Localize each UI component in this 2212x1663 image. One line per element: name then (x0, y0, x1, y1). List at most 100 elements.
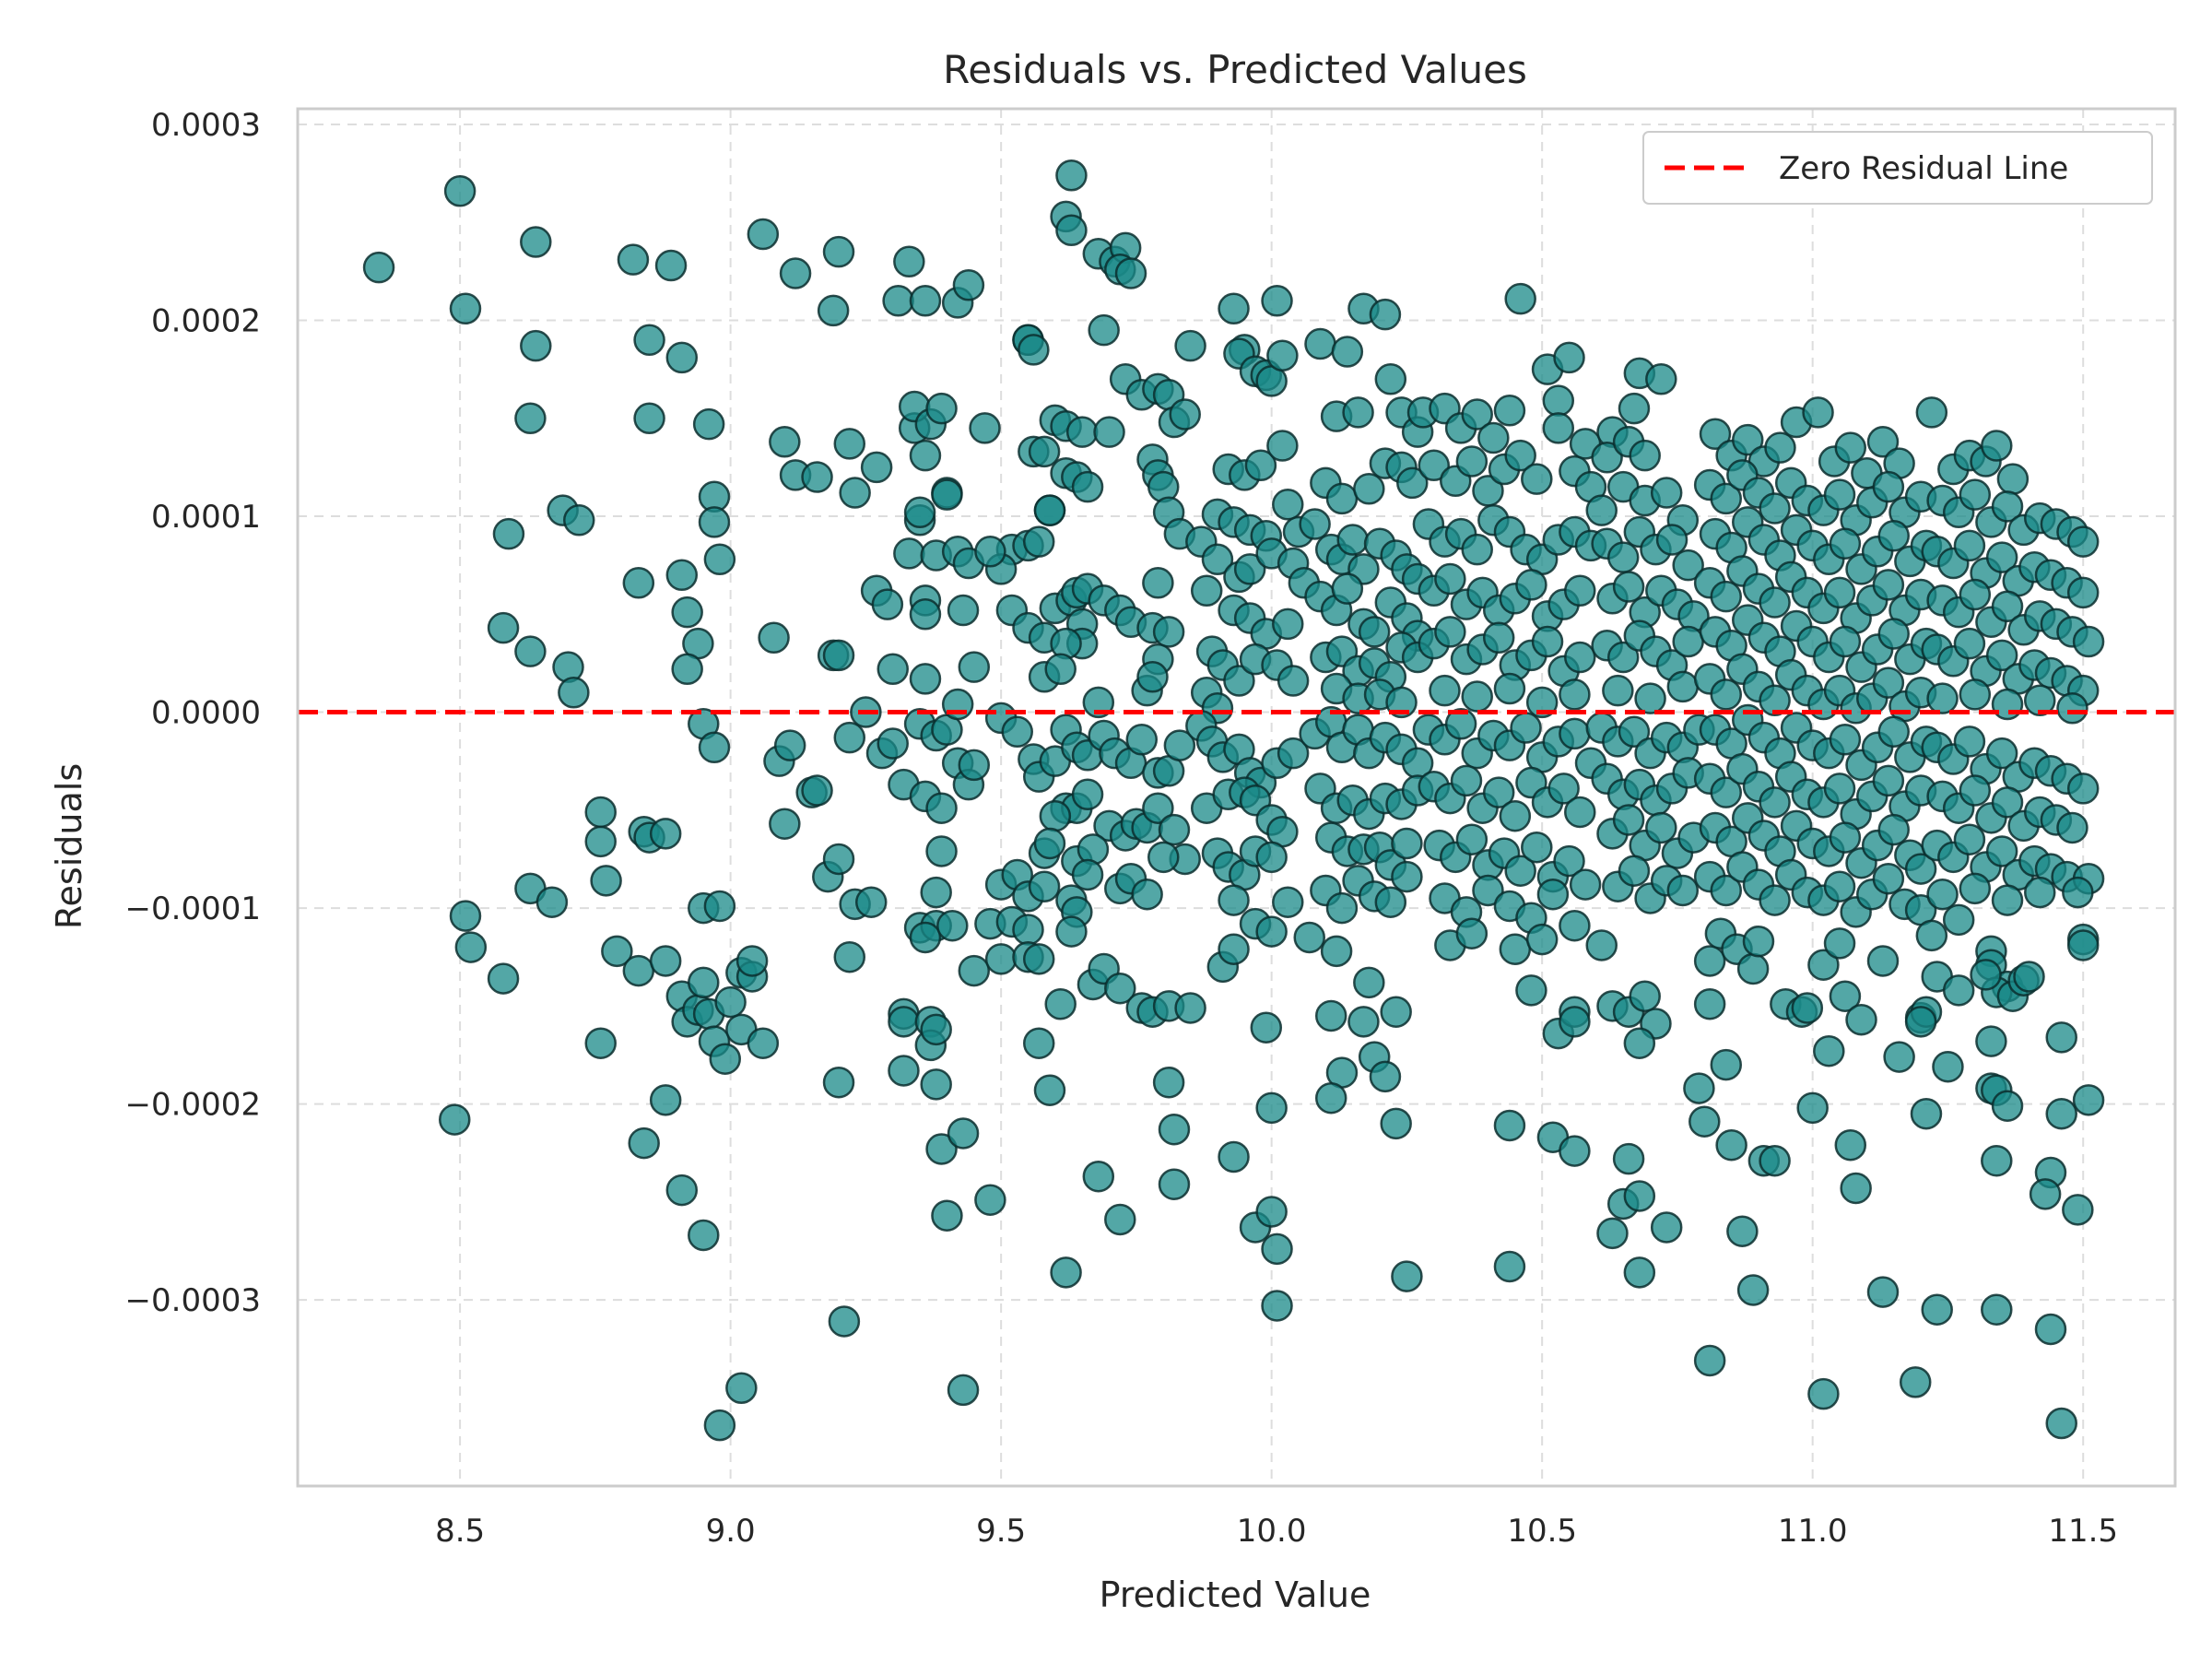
scatter-point (909, 598, 942, 631)
scatter-point (1477, 421, 1510, 454)
scatter-point (514, 635, 547, 667)
scatter-point (893, 537, 925, 570)
scatter-point (1693, 1344, 1726, 1377)
scatter-point (1796, 1091, 1829, 1125)
scatter-point (888, 1006, 920, 1038)
plot-frame (296, 107, 2177, 1488)
scatter-point (817, 294, 850, 327)
scatter-point (1104, 972, 1136, 1005)
scatter-point (1461, 398, 1493, 430)
scatter-point (947, 1117, 980, 1150)
scatter-point (984, 943, 1018, 975)
scatter-point (1012, 914, 1044, 946)
scatter-point (1985, 541, 2018, 573)
scatter-point (779, 257, 812, 289)
scatter-point (1942, 974, 1975, 1007)
scatter-point (1531, 625, 1564, 658)
scatter-point (1444, 708, 1477, 740)
scatter-point (958, 651, 991, 683)
scatter-point (1710, 678, 1743, 711)
y-tick-label: 0.0001 (151, 499, 261, 536)
scatter-point (1039, 799, 1072, 832)
scatter-point (1553, 844, 1585, 878)
scatter-point (1612, 1142, 1645, 1175)
scatter-point (974, 536, 1006, 568)
scatter-point (1071, 858, 1104, 891)
scatter-point (758, 621, 790, 655)
x-tick-label: 9.0 (706, 1513, 756, 1550)
scatter-point (1693, 987, 1726, 1020)
scatter-point (1829, 527, 1862, 560)
scatter-point (1823, 870, 1856, 902)
scatter-point (1255, 1091, 1288, 1125)
scatter-point (2062, 1194, 2094, 1226)
scatter-point (931, 478, 963, 511)
scatter-point (822, 235, 855, 268)
scatter-point (1834, 1128, 1867, 1162)
scatter-point (1564, 796, 1596, 829)
scatter-point (1353, 473, 1385, 505)
scatter-point (1504, 439, 1536, 472)
scatter-point (920, 1068, 952, 1101)
scatter-point (1201, 543, 1234, 576)
scatter-point (1618, 715, 1651, 749)
scatter-point (1953, 823, 1986, 855)
y-tick-label: 0.0000 (151, 695, 261, 732)
scatter-point (1542, 412, 1575, 444)
scatter-point (1829, 980, 1862, 1012)
scatter-point (1699, 418, 1732, 451)
scatter-point (622, 954, 655, 987)
scatter-point (1991, 490, 2024, 523)
scatter-point (1618, 392, 1651, 425)
scatter-point (909, 285, 942, 317)
scatter-point (893, 245, 925, 278)
scatter-point (1299, 508, 1331, 540)
scatter-point (909, 439, 942, 472)
scatter-point (1759, 492, 1791, 525)
scatter-point (1521, 831, 1553, 864)
scatter-point (1845, 1003, 1877, 1036)
scatter-point (1493, 1109, 1526, 1142)
scatter-point (920, 1013, 952, 1046)
scatter-point (1255, 841, 1288, 874)
scatter-point (703, 1409, 736, 1442)
scatter-point (1277, 737, 1310, 770)
scatter-point (1872, 862, 1905, 895)
scatter-point (1082, 686, 1115, 719)
scatter-point (822, 843, 855, 876)
scatter-point (1877, 715, 1910, 749)
scatter-point (1001, 715, 1034, 749)
scatter-point (1813, 1034, 1845, 1067)
scatter-point (1223, 665, 1255, 697)
scatter-point (1915, 919, 1948, 952)
scatter-point (2045, 1021, 2077, 1054)
scatter-point (1985, 835, 2018, 867)
scatter-point (1688, 1105, 1721, 1138)
scatter-point (1482, 776, 1515, 808)
scatter-point (920, 876, 952, 909)
scatter-point (1325, 891, 1359, 925)
scatter-point (520, 329, 552, 362)
scatter-point (1022, 525, 1055, 558)
axis-ticks: 8.5 9.0 9.5 10.0 10.5 11.0 11.5 0.0003 0.0002 0.0… (125, 107, 2119, 1550)
scatter-point (839, 477, 871, 509)
scatter-point (649, 945, 682, 977)
scatter-point (871, 588, 904, 620)
scatter-point (2056, 692, 2088, 725)
scatter-point (1022, 1027, 1055, 1059)
y-tick-label: −0.0002 (125, 1087, 261, 1124)
scatter-point (833, 940, 866, 973)
scatter-point (649, 818, 682, 850)
scatter-point (833, 721, 866, 754)
scatter-point (1071, 470, 1104, 503)
scatter-point (1981, 430, 2013, 462)
scatter-point (2045, 1407, 2077, 1440)
scatter-point (2072, 625, 2105, 658)
scatter-point (703, 543, 736, 576)
scatter-point (1461, 680, 1493, 713)
scatter-point (969, 412, 1001, 444)
scatter-point (709, 1043, 742, 1075)
scatter-point (1823, 576, 1856, 609)
scatter-point (947, 1374, 980, 1407)
